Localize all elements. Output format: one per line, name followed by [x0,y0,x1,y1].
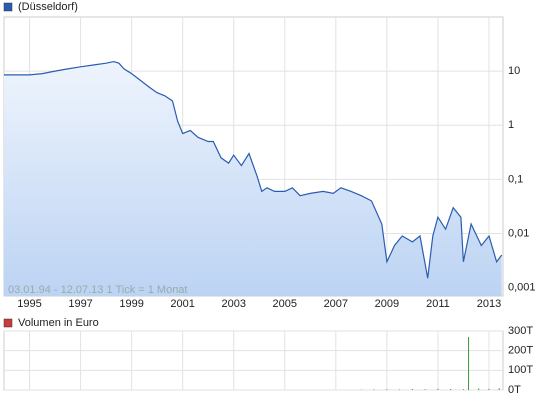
volume-frame [3,330,504,391]
line [4,60,503,279]
y-tick-label: 10 [508,65,520,77]
x-tick-label: 2005 [273,298,297,310]
bar [399,389,401,390]
bar [498,388,500,390]
bar [478,388,480,390]
legend-swatch [3,2,13,12]
bar [424,389,426,390]
x-tick-label: 2001 [170,298,194,310]
bar [437,388,439,390]
bar [450,389,452,390]
legend-label: Volumen in Euro [18,317,99,329]
x-tick-label: 2013 [477,298,501,310]
y-tick-label: 1 [508,119,514,131]
legend-swatch [3,318,13,328]
y-tick-label: 100T [508,364,533,376]
bar [411,389,413,390]
annotation: 03.01.94 - 12.07.13 1 Tick = 1 Monat [8,284,187,296]
y-tick-label: 200T [508,345,533,357]
x-tick-label: 2007 [324,298,348,310]
legend-label: (Düsseldorf) [18,1,78,13]
y-tick-label: 300T [508,325,533,337]
x-tick-label: 1999 [119,298,143,310]
x-tick-label: 1997 [68,298,92,310]
y-tick-label: 0,1 [508,173,523,185]
x-tick-label: 2003 [221,298,245,310]
x-tick-label: 1995 [17,298,41,310]
bar [462,389,464,390]
area [4,61,502,296]
y-tick-label: 0,01 [508,227,529,239]
bar [373,389,375,390]
x-tick-label: 2009 [375,298,399,310]
y-tick-label: 0T [508,384,521,396]
y-tick-label: 0,001 [508,282,536,294]
bar [468,336,470,390]
bar [488,388,490,390]
bar [386,389,388,390]
x-tick-label: 2011 [426,298,450,310]
